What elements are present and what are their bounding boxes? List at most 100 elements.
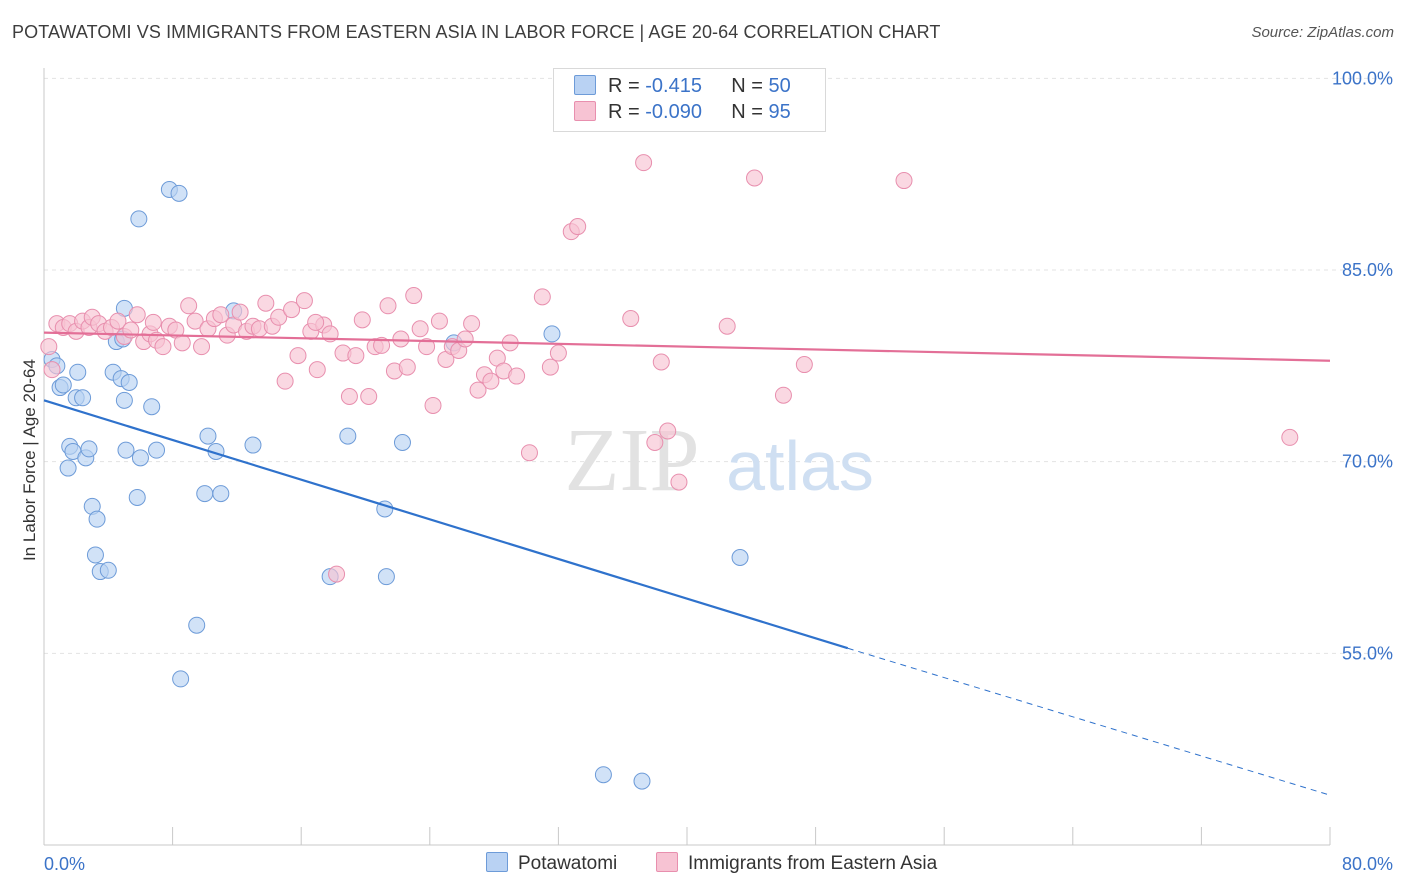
potawatomi-point xyxy=(633,772,651,790)
eastern-asia-point xyxy=(295,292,313,310)
eastern-asia-point xyxy=(718,317,736,335)
potawatomi-point xyxy=(188,616,206,634)
eastern-asia-point xyxy=(186,312,204,330)
legend-r-value: -0.090 xyxy=(645,101,702,123)
eastern-asia-point xyxy=(469,381,487,399)
watermark-zip: ZIP xyxy=(565,411,700,510)
points-layer xyxy=(40,154,1299,790)
eastern-asia-point xyxy=(456,330,474,348)
potawatomi-point xyxy=(148,441,166,459)
eastern-asia-point xyxy=(212,306,230,324)
eastern-asia-point xyxy=(411,320,429,338)
eastern-asia-point xyxy=(173,334,191,352)
legend-n-value: 50 xyxy=(768,75,791,97)
eastern-asia-point xyxy=(541,358,559,376)
potawatomi-point xyxy=(80,440,98,458)
bottom-legend-eastern-asia: Immigrants from Eastern Asia xyxy=(656,852,937,875)
eastern-asia-point xyxy=(463,315,481,333)
eastern-asia-point xyxy=(652,353,670,371)
eastern-asia-point xyxy=(270,308,288,326)
eastern-asia-point xyxy=(154,338,172,356)
eastern-asia-point xyxy=(508,367,526,385)
potawatomi-point xyxy=(172,670,190,688)
eastern-asia-point xyxy=(144,313,162,331)
y-axis-label: In Labor Force | Age 20-64 xyxy=(20,359,39,561)
potawatomi-point xyxy=(199,427,217,445)
trend-layer xyxy=(43,331,1331,796)
correlation-legend: R = -0.415 N = 50 R = -0.090 N = 95 xyxy=(553,68,826,132)
legend-r-label: R = xyxy=(608,101,646,123)
eastern-asia-point xyxy=(670,473,688,491)
eastern-asia-point xyxy=(520,444,538,462)
y-tick-label: 100.0% xyxy=(1332,68,1393,88)
potawatomi-point xyxy=(117,441,135,459)
eastern-asia-point xyxy=(430,312,448,330)
eastern-asia-point xyxy=(1281,428,1299,446)
eastern-asia-point xyxy=(283,301,301,319)
bottom-legend-label: Immigrants from Eastern Asia xyxy=(688,853,938,874)
eastern-asia-point xyxy=(328,565,346,583)
legend-row-potawatomi: R = -0.415 N = 50 xyxy=(574,75,791,99)
axis-layer xyxy=(43,68,1331,846)
eastern-asia-point xyxy=(340,388,358,405)
potawatomi-point xyxy=(86,546,104,564)
eastern-asia-point xyxy=(128,306,146,324)
potawatomi-point xyxy=(143,398,161,416)
potawatomi-trend-extension xyxy=(847,647,1331,796)
bottom-legend-label: Potawatomi xyxy=(518,853,618,874)
eastern-asia-point xyxy=(373,336,391,354)
legend-swatch-blue xyxy=(574,75,596,95)
potawatomi-point xyxy=(244,436,262,454)
potawatomi-point xyxy=(377,568,395,586)
eastern-asia-point xyxy=(360,388,378,405)
legend-swatch-pink xyxy=(574,101,596,121)
potawatomi-point xyxy=(393,434,411,451)
potawatomi-point xyxy=(99,561,117,579)
eastern-asia-point xyxy=(622,310,640,328)
eastern-asia-point xyxy=(379,297,397,315)
chart-title: POTAWATOMI VS IMMIGRANTS FROM EASTERN AS… xyxy=(12,22,941,42)
eastern-asia-point xyxy=(569,218,587,236)
y-tick-label: 85.0% xyxy=(1342,260,1393,280)
potawatomi-point xyxy=(69,363,87,381)
eastern-asia-point xyxy=(774,386,792,404)
potawatomi-point xyxy=(54,376,72,394)
eastern-asia-point xyxy=(398,358,416,376)
potawatomi-point xyxy=(128,488,146,506)
potawatomi-point xyxy=(115,391,133,409)
eastern-asia-point xyxy=(193,338,211,356)
potawatomi-point xyxy=(74,389,92,407)
eastern-asia-point xyxy=(231,303,249,321)
eastern-asia-point xyxy=(424,396,442,414)
potawatomi-point xyxy=(212,485,230,503)
eastern-asia-point xyxy=(549,344,567,362)
eastern-asia-point xyxy=(392,330,410,348)
eastern-asia-point xyxy=(646,434,664,451)
eastern-asia-point xyxy=(43,361,61,379)
eastern-asia-point xyxy=(659,422,677,440)
potawatomi-point xyxy=(120,373,138,391)
legend-n-label: N = xyxy=(731,101,769,123)
x-tick-label: 0.0% xyxy=(44,854,85,874)
source-credit: Source: ZipAtlas.com xyxy=(1251,24,1394,41)
eastern-asia-point xyxy=(405,287,423,305)
watermark-atlas: atlas xyxy=(726,427,874,505)
eastern-asia-point xyxy=(795,356,813,374)
potawatomi-point xyxy=(88,510,106,528)
potawatomi-point xyxy=(196,485,214,503)
potawatomi-point xyxy=(339,427,357,445)
x-tick-label: 80.0% xyxy=(1342,854,1393,874)
legend-n-value: 95 xyxy=(768,101,791,123)
legend-r-value: -0.415 xyxy=(645,75,702,97)
eastern-asia-point xyxy=(276,372,294,390)
potawatomi-point xyxy=(59,459,77,477)
y-tick-label: 55.0% xyxy=(1342,643,1393,663)
eastern-asia-point xyxy=(347,347,365,365)
grid-layer xyxy=(44,77,1395,654)
eastern-asia-point xyxy=(635,154,653,172)
bottom-legend-swatch-blue xyxy=(486,852,508,872)
legend-n-label: N = xyxy=(731,75,769,97)
potawatomi-point xyxy=(594,766,612,784)
eastern-asia-point xyxy=(307,313,325,331)
